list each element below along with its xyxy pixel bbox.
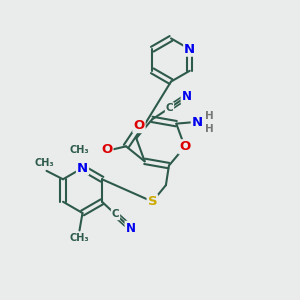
Text: N: N [182,90,192,103]
Text: S: S [148,195,157,208]
Text: N: N [184,43,195,56]
Text: C: C [112,209,119,219]
Text: CH₃: CH₃ [69,145,89,155]
Text: C: C [166,103,173,113]
Text: H: H [205,124,214,134]
Text: CH₃: CH₃ [70,233,89,243]
Text: N: N [125,222,136,235]
Text: N: N [77,161,88,175]
Text: H: H [205,111,214,121]
Text: O: O [101,143,112,156]
Text: O: O [179,140,190,153]
Text: O: O [134,119,145,132]
Text: CH₃: CH₃ [34,158,54,168]
Text: N: N [192,116,203,129]
